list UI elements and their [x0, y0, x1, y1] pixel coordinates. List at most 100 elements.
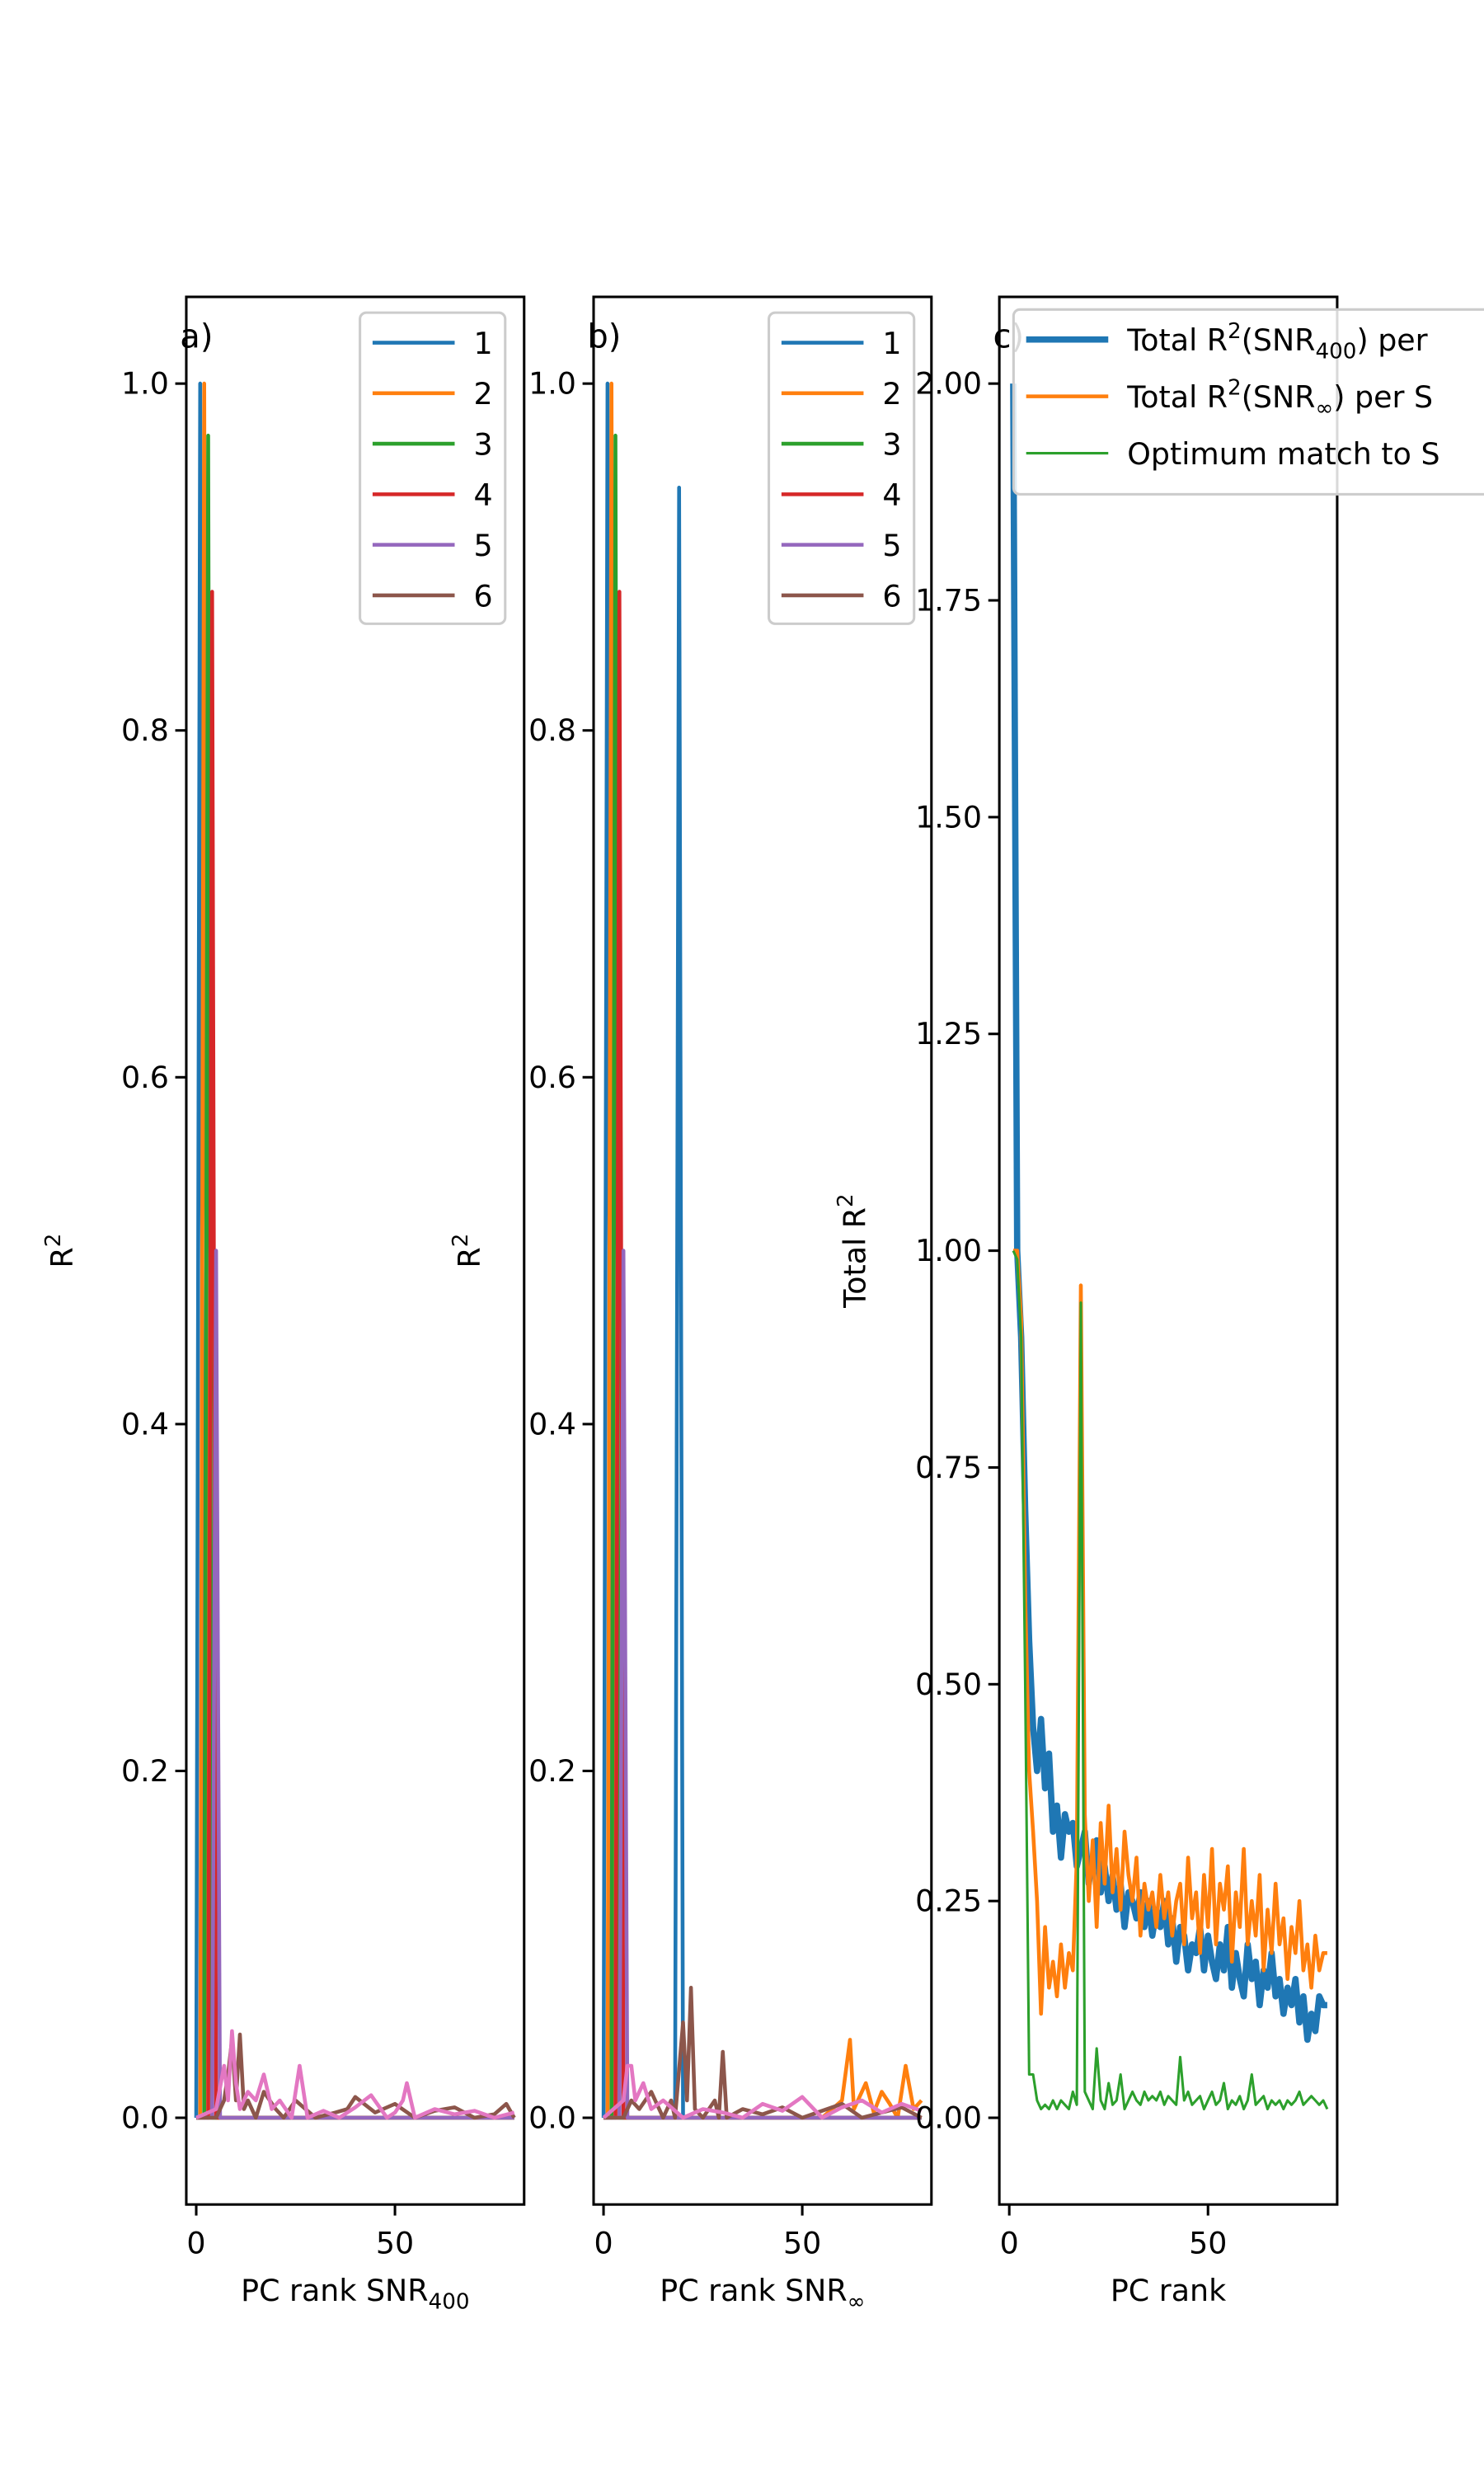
y-tick-label: 0.00	[915, 2100, 982, 2135]
legend-entry: 6	[882, 578, 901, 614]
y-tick-label: 0.6	[528, 1060, 576, 1095]
y-tick-label: 0.6	[121, 1060, 169, 1095]
y-tick-label: 0.4	[528, 1406, 576, 1442]
legend-entry: 4	[473, 477, 492, 513]
x-axis-label: PC rank SNR400	[241, 2273, 469, 2315]
legend-entry: 5	[473, 528, 492, 563]
legend-entry-text: 3	[882, 426, 901, 462]
legend-entry-text: ) per	[1356, 322, 1427, 358]
y-axis-label-text: Total R	[837, 1207, 872, 1309]
x-tick-label: 50	[1189, 2226, 1227, 2261]
series-line-5	[603, 1249, 922, 2120]
y-axis-label: R2	[41, 1234, 80, 1268]
legend-entry-text: 5	[882, 528, 901, 563]
y-tick-label: 0.2	[121, 1753, 169, 1789]
y-tick-label: 1.00	[915, 1233, 982, 1268]
legend-entry: 3	[473, 426, 492, 462]
legend-entry: 3	[882, 426, 901, 462]
legend-entry: Total R2(SNR∞) per S	[1126, 376, 1433, 421]
y-axis-label-text: R	[452, 1247, 487, 1268]
y-tick-label: 0.8	[528, 713, 576, 748]
series-group	[1010, 383, 1329, 2111]
axes-frame	[185, 295, 526, 2206]
panel-b: 0.00.20.40.60.81.00 50b)PC rank SNR∞R2123…	[448, 295, 933, 2315]
legend-entry-superscript: 2	[1228, 376, 1242, 401]
legend-entry: 2	[882, 376, 901, 412]
x-tick-label: 50	[783, 2226, 821, 2261]
legend-entry-text: 2	[473, 376, 492, 412]
legend-entry-text: Total R	[1126, 379, 1228, 415]
legend-entry-text: Optimum match to S	[1127, 436, 1439, 472]
x-axis-label-text: PC rank	[1111, 2273, 1226, 2308]
legend-entry: Total R2(SNR400) per	[1126, 319, 1427, 365]
x-tick-label: 0	[1000, 2226, 1019, 2261]
y-tick-label: 0.0	[121, 2100, 169, 2135]
y-axis-label: R2	[448, 1234, 487, 1268]
y-tick-label: 1.25	[915, 1016, 982, 1051]
panel-c: 0.000.250.500.751.001.251.501.752.000 50c…	[834, 295, 1484, 2308]
legend-entry-text: (SNR	[1242, 322, 1316, 358]
legend-entry-subscript: ∞	[1315, 397, 1333, 421]
series-group	[601, 381, 923, 2120]
x-tick-label: 50	[376, 2226, 414, 2261]
series-line-3	[196, 433, 514, 2120]
series-line-3	[603, 433, 922, 2120]
y-tick-label: 0.4	[121, 1406, 169, 1442]
panel-label: a)	[180, 317, 213, 355]
y-tick-label: 0.8	[121, 713, 169, 748]
series-line-4	[196, 590, 514, 2120]
series-line-5	[196, 1249, 514, 2120]
legend-entry: 6	[473, 578, 492, 614]
y-axis-label-superscript: 2	[41, 1234, 66, 1248]
legend-entry-text: 6	[473, 578, 492, 614]
panel-label: b)	[587, 317, 621, 355]
y-axis-label-superscript: 2	[448, 1234, 473, 1248]
legend: 1 2 3 4 5 6	[359, 311, 507, 625]
panel-a: 0.00.20.40.60.81.00 50a)PC rank SNR400R21…	[41, 295, 526, 2315]
legend-entry-text: 3	[473, 426, 492, 462]
legend-entry-text: (SNR	[1242, 379, 1316, 415]
legend-entry-superscript: 2	[1228, 319, 1242, 344]
series-line-unlabeled-6	[602, 2063, 923, 2120]
legend-entry-text: 5	[473, 528, 492, 563]
series-line-total-r-snr-per	[1010, 383, 1327, 2044]
legend-entry-text: 4	[473, 477, 492, 513]
y-axis-label: Total R2	[834, 1193, 872, 1308]
x-axis-label-subscript: 400	[429, 2290, 470, 2315]
legend-entry: 4	[882, 477, 901, 513]
legend-entry: 2	[473, 376, 492, 412]
y-tick-label: 1.0	[528, 366, 576, 402]
legend-entry-text: ) per S	[1333, 379, 1433, 415]
series-line-4	[603, 590, 922, 2120]
series-line-optimum-match-to-s	[1012, 1249, 1329, 2111]
y-tick-label: 0.75	[915, 1450, 982, 1485]
y-tick-label: 0.2	[528, 1753, 576, 1789]
x-tick-label: 0	[186, 2226, 205, 2261]
legend-entry-text: Total R	[1126, 322, 1228, 358]
series-line-2	[603, 381, 923, 2120]
series-line-1	[601, 381, 922, 2120]
x-axis-label-text: PC rank SNR	[241, 2273, 428, 2308]
legend-entry: Optimum match to S	[1127, 436, 1439, 472]
y-axis-label-superscript: 2	[834, 1193, 858, 1207]
x-axis-label-text: PC rank SNR	[660, 2273, 847, 2308]
y-tick-label: 0.25	[915, 1884, 982, 1919]
series-group	[194, 381, 516, 2120]
y-tick-label: 1.75	[915, 582, 982, 618]
legend-entry-text: 1	[882, 326, 901, 361]
legend-entry: 1	[882, 326, 901, 361]
y-tick-label: 0.50	[915, 1667, 982, 1702]
legend-entry-text: 6	[882, 578, 901, 614]
axes-frame	[592, 295, 933, 2206]
x-axis-label: PC rank	[1111, 2273, 1226, 2308]
legend-entry-text: 1	[473, 326, 492, 361]
x-tick-label: 0	[594, 2226, 613, 2261]
legend-entry: 5	[882, 528, 901, 563]
legend-entry-text: 4	[882, 477, 901, 513]
legend: 1 2 3 4 5 6	[768, 311, 916, 625]
y-tick-label: 1.0	[121, 366, 169, 402]
legend-entry: 1	[473, 326, 492, 361]
y-tick-label: 1.50	[915, 799, 982, 835]
